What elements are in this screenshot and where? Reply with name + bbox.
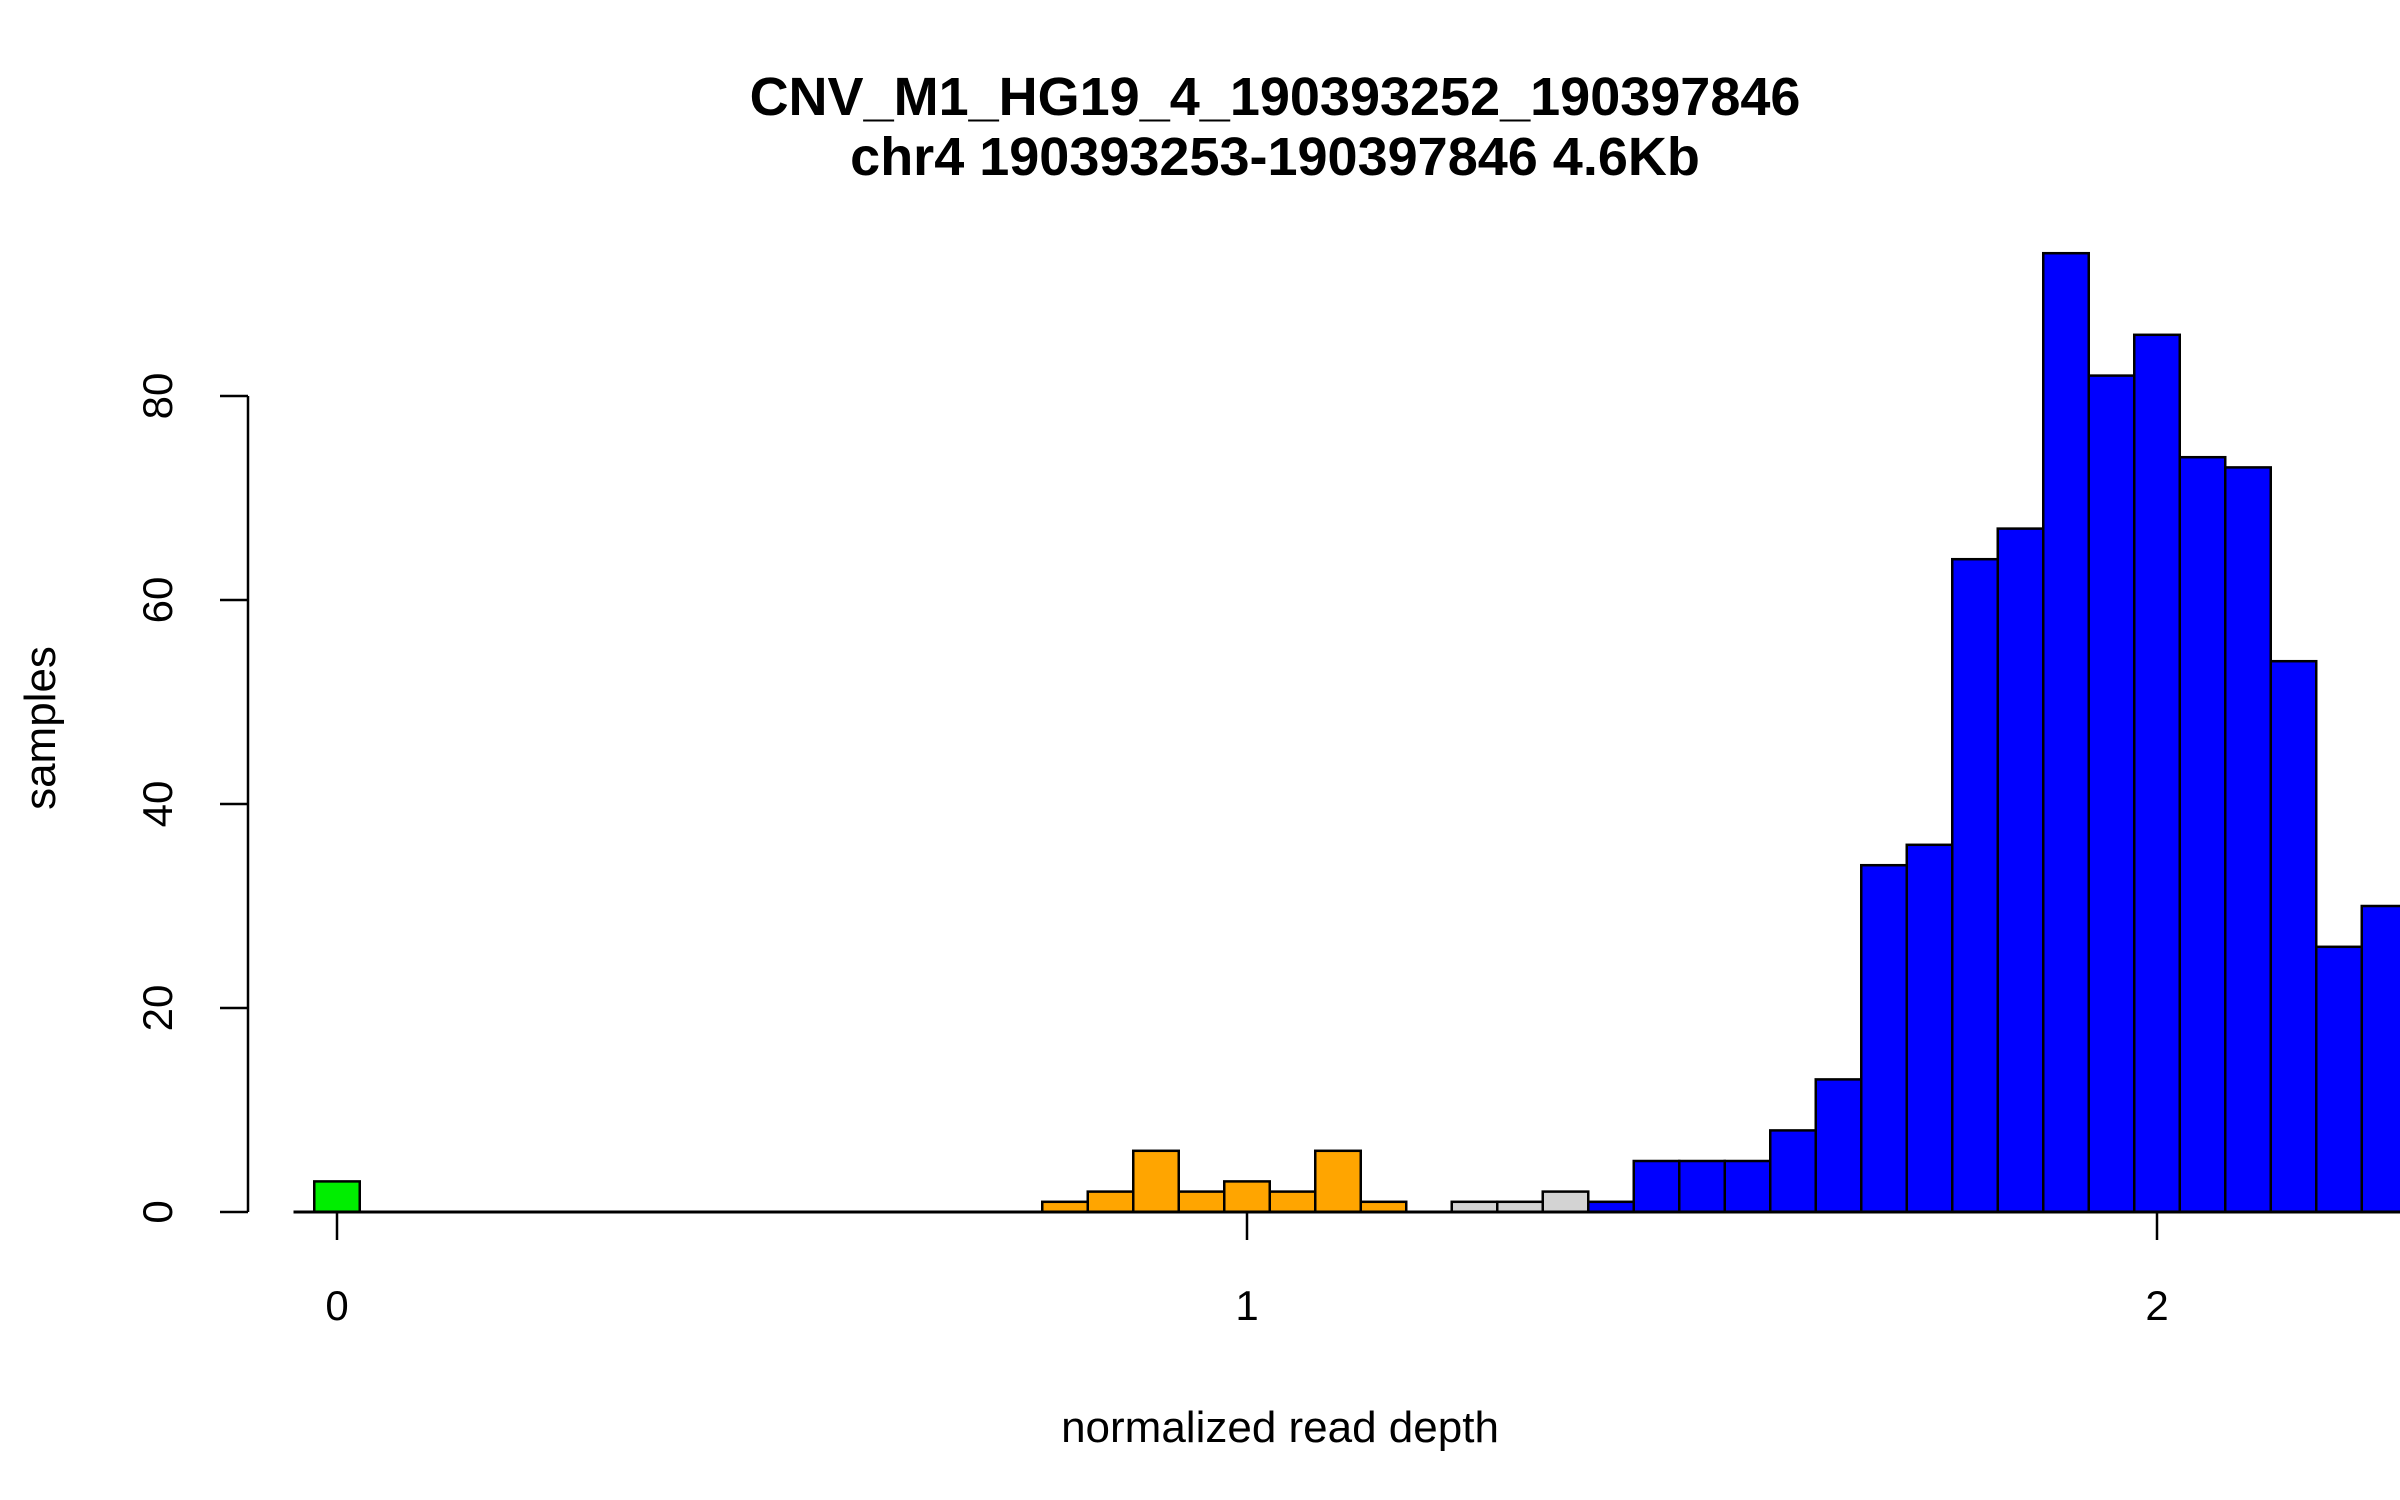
x-axis: 01234 bbox=[325, 1210, 2400, 1329]
histogram-bar bbox=[313, 1180, 361, 1214]
y-axis: 0 20 40 60 80 bbox=[134, 373, 250, 1224]
histogram-bar bbox=[2087, 374, 2136, 1214]
histogram-bar bbox=[1860, 863, 1908, 1214]
y-axis-label: samples bbox=[16, 646, 65, 810]
histogram-bar bbox=[1450, 1200, 1499, 1214]
x-tick-label: 0 bbox=[325, 1282, 348, 1329]
histogram-bar bbox=[2315, 945, 2363, 1214]
y-tick-label: 80 bbox=[134, 373, 181, 420]
histogram-bar bbox=[1996, 527, 2045, 1214]
histogram-bar bbox=[1723, 1159, 1772, 1214]
histogram-bar bbox=[1086, 1190, 1135, 1214]
histogram-bar bbox=[1177, 1190, 1226, 1214]
histogram-bar bbox=[1951, 557, 1999, 1214]
histogram-bar bbox=[1132, 1149, 1180, 1214]
histogram-bar bbox=[1587, 1200, 1635, 1214]
histogram-bar bbox=[2133, 333, 2181, 1214]
histogram-bar bbox=[1769, 1129, 1817, 1214]
y-tick-label: 0 bbox=[134, 1200, 181, 1223]
y-tick-label: 40 bbox=[134, 781, 181, 828]
histogram-bar bbox=[1496, 1200, 1544, 1214]
x-axis-label: normalized read depth bbox=[1061, 1403, 1499, 1452]
histogram-bar bbox=[1041, 1200, 1089, 1214]
histogram-bar bbox=[1541, 1190, 1590, 1214]
chart-subtitle: chr4 190393253-190397846 4.6Kb bbox=[850, 127, 1700, 187]
x-tick-label: 2 bbox=[2145, 1282, 2168, 1329]
y-tick-label: 20 bbox=[134, 985, 181, 1032]
chart-title: CNV_M1_HG19_4_190393252_190397846 bbox=[750, 67, 1801, 127]
histogram-bar bbox=[1814, 1078, 1863, 1214]
histogram-bar bbox=[1314, 1149, 1362, 1214]
histogram-bar bbox=[1905, 843, 1954, 1214]
histogram-bar bbox=[1632, 1159, 1681, 1214]
histogram-bar bbox=[2224, 466, 2272, 1214]
x-tick-label: 1 bbox=[1235, 1282, 1258, 1329]
histogram-bar bbox=[2269, 659, 2318, 1214]
y-tick-label: 60 bbox=[134, 577, 181, 624]
histogram-bar bbox=[1359, 1200, 1408, 1214]
histogram-bar bbox=[2178, 455, 2227, 1214]
histogram-bar bbox=[1268, 1190, 1317, 1214]
histogram-bar bbox=[1678, 1159, 1726, 1214]
histogram-bar bbox=[2360, 904, 2400, 1214]
histogram-bar bbox=[2042, 251, 2090, 1214]
histogram-bars bbox=[313, 251, 2400, 1214]
histogram-bar bbox=[1223, 1180, 1271, 1214]
